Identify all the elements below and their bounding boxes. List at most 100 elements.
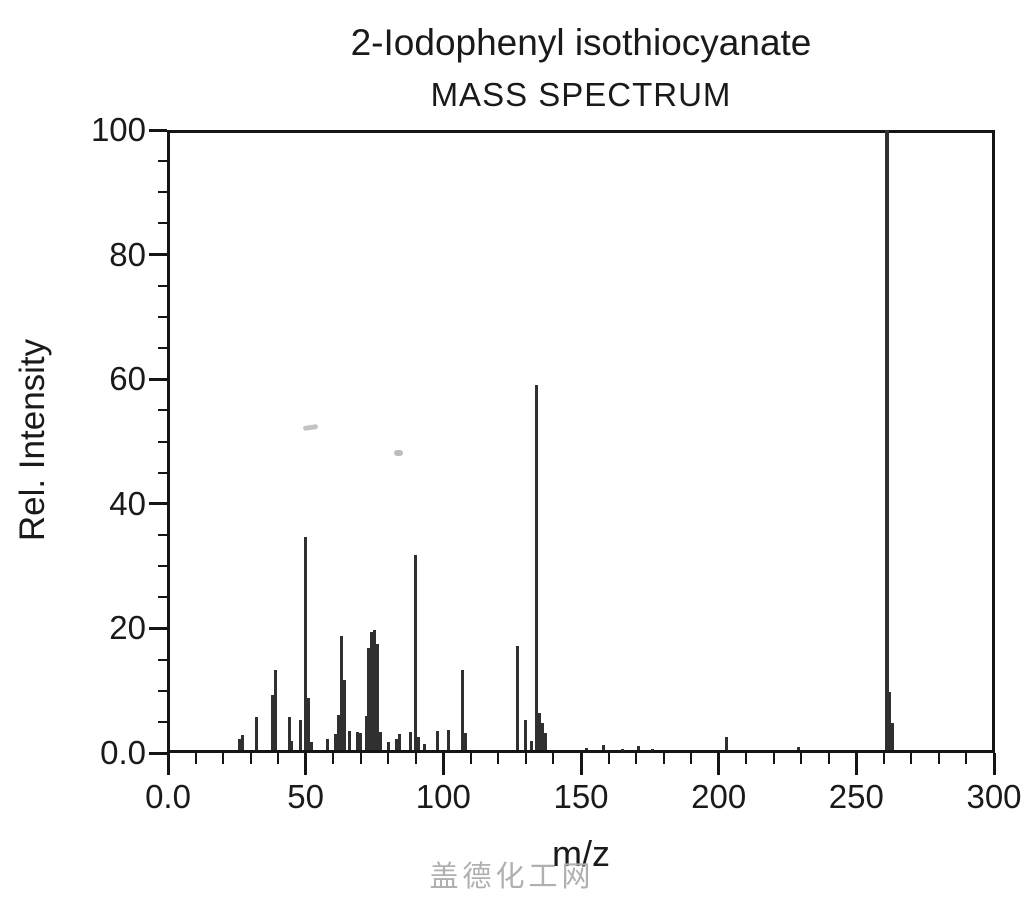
spectrum-peak — [309, 742, 313, 750]
y-minor-tick — [158, 596, 167, 599]
y-minor-tick — [158, 533, 167, 536]
y-minor-tick — [158, 347, 167, 350]
spectrum-peak — [334, 734, 338, 750]
y-tick-label: 100 — [90, 111, 146, 148]
spectrum-peak — [447, 730, 451, 750]
spectrum-peak — [417, 737, 421, 750]
y-minor-tick — [158, 315, 167, 318]
y-major-tick — [149, 751, 167, 755]
x-minor-tick — [222, 753, 225, 764]
x-minor-tick — [359, 753, 362, 764]
x-major-tick — [992, 753, 996, 775]
spectrum-peak — [540, 723, 544, 750]
spectrum-peak — [378, 732, 382, 750]
y-minor-tick — [158, 689, 167, 692]
y-minor-tick — [158, 565, 167, 568]
y-minor-tick — [158, 471, 167, 474]
x-minor-tick — [414, 753, 417, 764]
spectrum-peak — [516, 646, 520, 750]
spectrum-peak — [601, 745, 605, 750]
spectrum-peak — [367, 648, 371, 750]
spectrum-peak — [543, 733, 547, 750]
spectrum-peak — [637, 746, 641, 750]
spectrum-peak — [356, 732, 360, 750]
x-minor-tick — [772, 753, 775, 764]
spectrum-peak — [287, 717, 291, 750]
chart-title: 2-Iodophenyl isothiocyanate — [350, 22, 812, 63]
x-minor-tick — [332, 753, 335, 764]
spectrum-peak — [890, 723, 894, 750]
x-minor-tick — [827, 753, 830, 764]
x-minor-tick — [249, 753, 252, 764]
spectrum-peak — [240, 735, 244, 750]
x-major-tick — [441, 753, 445, 775]
chart-subtitle: MASS SPECTRUM — [430, 76, 732, 113]
y-minor-tick — [158, 658, 167, 661]
spectrum-peak — [884, 130, 889, 750]
watermark-text: 盖德化工网 — [429, 861, 595, 893]
y-tick-label: 60 — [109, 360, 146, 398]
spectrum-peak — [397, 734, 401, 750]
spectrum-peak — [273, 670, 277, 750]
spectrum-peak — [375, 644, 379, 750]
spectrum-peak — [306, 698, 310, 750]
y-major-tick — [149, 253, 167, 257]
x-major-tick — [717, 753, 721, 775]
y-major-tick — [149, 626, 167, 630]
y-major-tick — [149, 128, 167, 132]
spectrum-peak — [620, 749, 624, 751]
y-tick-label: 40 — [109, 484, 146, 522]
plot-frame — [167, 130, 995, 753]
y-minor-tick — [158, 720, 167, 723]
x-minor-tick — [607, 753, 610, 764]
spectrum-peak — [271, 695, 275, 750]
x-tick-label: 300 — [966, 778, 1022, 815]
x-axis-title: m/z — [552, 833, 610, 874]
spectrum-peak — [370, 632, 374, 750]
spectrum-peak — [408, 732, 412, 750]
spectrum-peak — [461, 670, 465, 750]
x-major-tick — [304, 753, 308, 775]
x-major-tick — [166, 753, 170, 775]
spectrum-peak — [422, 744, 426, 750]
x-minor-tick — [937, 753, 940, 764]
spectrum-peak — [373, 630, 376, 750]
spectrum-peak — [463, 733, 467, 750]
y-tick-label: 0.0 — [100, 734, 146, 771]
x-minor-tick — [745, 753, 748, 764]
spectrum-peak — [290, 741, 294, 750]
y-tick-label: 20 — [109, 609, 146, 647]
x-minor-tick — [910, 753, 913, 764]
x-minor-tick — [469, 753, 472, 764]
spectrum-peak — [524, 720, 528, 750]
x-tick-label: 50 — [287, 778, 325, 815]
y-minor-tick — [158, 284, 167, 287]
x-minor-tick — [800, 753, 803, 764]
x-minor-tick — [662, 753, 665, 764]
y-tick-label: 80 — [109, 235, 146, 273]
x-minor-tick — [194, 753, 197, 764]
y-major-tick — [149, 377, 167, 381]
x-minor-tick — [387, 753, 390, 764]
spectrum-peak — [535, 385, 539, 750]
spectrum-peak — [326, 739, 330, 750]
y-minor-tick — [158, 222, 167, 225]
y-minor-tick — [158, 191, 167, 194]
spectrum-peak — [298, 720, 302, 750]
spectrum-peak — [339, 636, 343, 750]
x-minor-tick — [497, 753, 500, 764]
spectrum-peak — [725, 737, 729, 750]
x-minor-tick — [552, 753, 555, 764]
x-tick-label: 250 — [828, 778, 884, 815]
x-major-tick — [579, 753, 583, 775]
spectrum-peak — [538, 713, 542, 750]
x-minor-tick — [690, 753, 693, 764]
spectrum-peak — [651, 749, 655, 751]
x-tick-label: 100 — [415, 778, 471, 815]
spectrum-peak — [529, 741, 533, 750]
y-minor-tick — [158, 409, 167, 412]
spectrum-peak — [254, 717, 258, 750]
x-minor-tick — [965, 753, 968, 764]
x-minor-tick — [882, 753, 885, 764]
spectrum-peak — [585, 748, 588, 750]
